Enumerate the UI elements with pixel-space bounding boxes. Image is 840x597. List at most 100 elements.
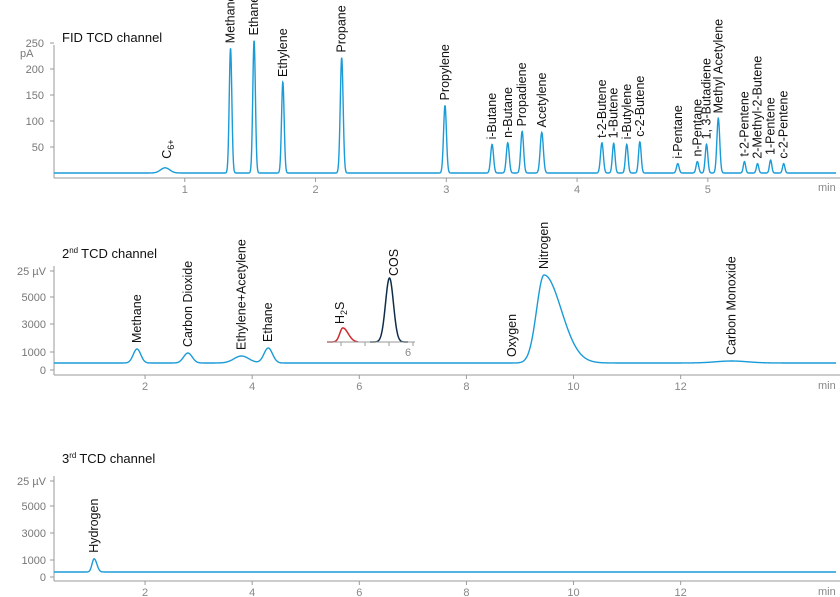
fid-x-unit: min — [818, 182, 836, 194]
x-tick-label: 3 — [443, 184, 449, 196]
tcd2-title-sup: nd — [69, 246, 78, 255]
x-tick-label: 8 — [463, 587, 469, 597]
x-tick-label: 12 — [675, 587, 687, 597]
peak-label: i-Pentane — [671, 105, 685, 159]
tcd3-x-unit: min — [818, 586, 836, 597]
peak-label: Propane — [335, 5, 349, 52]
peak-label: n-Pentane — [690, 99, 704, 157]
peak-label: 1-Butene — [607, 88, 621, 139]
h2s-label-main: H — [333, 315, 347, 324]
h2s-label-tail: S — [333, 302, 347, 310]
tcd2-peak-labels: Methane Carbon Dioxide Ethylene+Acetylene E… — [130, 222, 739, 357]
fid-peak-labels: C6+ Methane Ethane Ethylene Propane Propylene… — [160, 0, 791, 159]
peak-label: Ethane — [247, 0, 261, 35]
peak-label: c-2-Butene — [633, 76, 647, 137]
y-tick-label: 1000 — [22, 555, 46, 567]
fid-y-unit: pA — [20, 48, 34, 60]
x-tick-label: 2 — [142, 381, 148, 393]
peak-label: Ethane — [261, 302, 275, 342]
cos-trace-line — [370, 277, 408, 343]
x-tick-label: 2 — [142, 587, 148, 597]
y-tick-label: 5000 — [22, 501, 46, 513]
peak-label: Ethylene+Acetylene — [234, 239, 248, 350]
peak-label: i-Butane — [485, 93, 499, 140]
peak-label: C6+ — [160, 140, 176, 159]
peak-label: 2-Methyl-2-Butene — [751, 56, 765, 159]
peak-label: Propylene — [438, 44, 452, 100]
tcd2-title-text: TCD channel — [81, 246, 157, 261]
tcd3-title-text: TCD channel — [79, 451, 155, 466]
tcd2-y-ticks: 25 µV 5000 3000 1000 0 — [17, 266, 54, 377]
tcd3-title-number: 3 — [62, 451, 69, 466]
x-tick-label: 8 — [463, 381, 469, 393]
y-tick-label: 100 — [26, 116, 44, 128]
x-tick-label: 10 — [567, 587, 579, 597]
x-tick-label: 10 — [567, 381, 579, 393]
peak-label: n-Butane — [501, 87, 515, 138]
fid-x-ticks: 1 2 3 4 5 — [182, 178, 711, 196]
x-tick-label: 6 — [356, 587, 362, 597]
x-tick-label: 4 — [249, 381, 255, 393]
x-tick-label: 6 — [356, 381, 362, 393]
inset-x-tick-label: 6 — [405, 347, 411, 359]
peak-label: Carbon Dioxide — [181, 261, 195, 347]
y-tick-label: 250 — [26, 38, 44, 50]
fid-trace-line — [54, 40, 836, 174]
peak-label: t-2-Butene — [595, 79, 609, 137]
peak-label: t-2-Pentene — [737, 91, 751, 156]
h2s-trace-line — [327, 327, 359, 343]
x-tick-label: 12 — [675, 381, 687, 393]
peak-label: Propadiene — [515, 62, 529, 126]
peak-label: Methane — [130, 294, 144, 343]
y-tick-label: 0 — [40, 365, 46, 377]
tcd2-x-ticks: 2 4 6 8 10 12 — [142, 375, 687, 393]
peak-label: Carbon Monoxide — [725, 256, 739, 355]
tcd2-panel-title: 2nd TCD channel — [62, 246, 157, 261]
tcd3-x-ticks: 2 4 6 8 10 12 — [142, 581, 687, 597]
y-tick-label: 0 — [40, 572, 46, 584]
x-tick-label: 1 — [182, 184, 188, 196]
peak-label: Methyl Acetylene — [711, 19, 725, 114]
y-tick-label: 50 — [32, 142, 44, 154]
y-tick-label: 1000 — [22, 347, 46, 359]
peak-label: Nitrogen — [537, 222, 551, 269]
tcd2-title-number: 2 — [62, 246, 69, 261]
peak-label: Methane — [224, 0, 238, 43]
y-tick-label: 5000 — [22, 292, 46, 304]
x-tick-label: 4 — [249, 587, 255, 597]
peak-label: i-Butylene — [620, 84, 634, 140]
fid-panel-title: FID TCD channel — [62, 30, 162, 45]
y-tick-label: 3000 — [22, 528, 46, 540]
tcd2-x-unit: min — [818, 380, 836, 392]
peak-label: Ethylene — [276, 28, 290, 77]
peak-label: 1, 3-Butadiene — [700, 58, 714, 139]
peak-label: Acetylene — [535, 72, 549, 127]
x-tick-label: 4 — [574, 184, 580, 196]
tcd3-title-sup: rd — [69, 451, 76, 460]
y-tick-label: 25 µV — [17, 266, 47, 278]
tcd3-panel-title: 3rd TCD channel — [62, 451, 155, 466]
tcd3-trace-line — [54, 558, 836, 573]
tcd3-panel: 3rd TCD channel 25 µV 5000 3000 1000 0 2 4 6 8 10… — [17, 451, 840, 597]
y-tick-label: 200 — [26, 64, 44, 76]
x-tick-label: 2 — [312, 184, 318, 196]
tcd3-peak-labels: Hydrogen — [87, 499, 101, 553]
peak-label: Oxygen — [505, 314, 519, 357]
peak-label: Hydrogen — [87, 499, 101, 553]
tcd2-trace-line — [54, 274, 836, 364]
y-tick-label: 25 µV — [17, 476, 47, 488]
peak-label: 1-Pentene — [764, 97, 778, 155]
fid-y-ticks: 50 100 150 200 250 — [26, 38, 54, 154]
sulfur-inset: 6 H2S COS — [327, 249, 415, 359]
cos-peak-label: COS — [387, 249, 401, 276]
h2s-label-sub: 2 — [339, 310, 349, 315]
x-tick-label: 5 — [705, 184, 711, 196]
y-tick-label: 150 — [26, 90, 44, 102]
tcd3-y-ticks: 25 µV 5000 3000 1000 0 — [17, 476, 54, 584]
peak-label: c-2-Pentene — [777, 90, 791, 158]
y-tick-label: 3000 — [22, 319, 46, 331]
h2s-peak-label: H2S — [333, 302, 349, 324]
